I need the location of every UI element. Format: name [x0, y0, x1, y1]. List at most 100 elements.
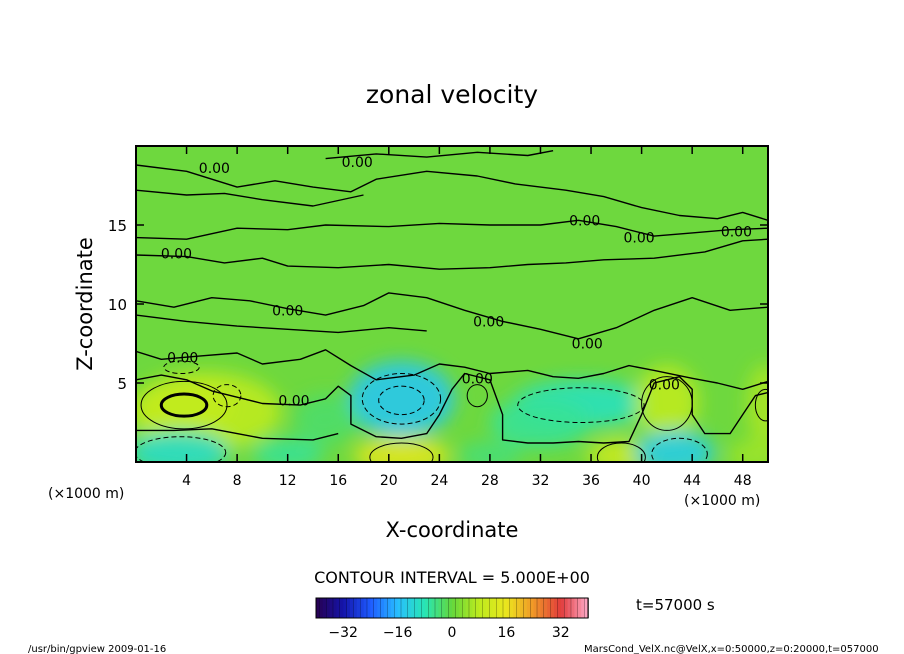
- colorbar-cell: [350, 598, 354, 618]
- positive-contour-line: [466, 384, 488, 408]
- plot-area: 0.00 0.00 0.00 0.00 0.00 0.00 0.00 0.00 0.00 0.00…: [135, 145, 769, 463]
- contour-label: 0.00: [278, 393, 309, 409]
- colorbar-cell: [479, 598, 484, 618]
- negative-contour-line: [651, 437, 708, 462]
- colorbar-tick-label: 16: [497, 625, 515, 641]
- colorbar-cell: [445, 598, 450, 618]
- colorbar-cell: [384, 598, 388, 618]
- y-axis-label: Z-coordinate: [73, 237, 97, 371]
- colorbar-cell: [407, 597, 412, 619]
- contour-label: 0.00: [572, 337, 603, 353]
- zero-contour-line: [136, 164, 768, 221]
- contour-label: 0.00: [462, 371, 493, 387]
- y-axis-ticks: 5 10 15: [108, 217, 768, 393]
- colorbar-cell: [574, 598, 579, 618]
- contour-label: 0.00: [342, 155, 373, 171]
- colorbar-frame: [315, 597, 589, 619]
- contour-label: 0.00: [649, 378, 680, 394]
- colorbar-cell: [370, 598, 375, 618]
- y-tick-label: 10: [108, 296, 127, 314]
- negative-contour-line: [136, 436, 227, 462]
- field-blob: [489, 397, 592, 448]
- x-tick-label: 28: [481, 473, 499, 489]
- x-tick-label: 16: [329, 473, 347, 489]
- footer-right-text: MarsCond_VelX.nc@VelX,x=0:50000,z=0:2000…: [584, 644, 879, 654]
- colorbar-cell: [520, 598, 524, 618]
- positive-contour-line: [754, 388, 768, 422]
- x-tick-label: 48: [734, 473, 752, 489]
- zero-contour-line: [136, 189, 364, 207]
- x-tick-label: 40: [633, 473, 651, 489]
- footer-left-text: /usr/bin/gpview 2009-01-16: [28, 644, 166, 654]
- colorbar-cell: [452, 598, 456, 618]
- colorbar-cell: [356, 598, 361, 618]
- colorbar-cell: [486, 598, 490, 618]
- x-tick-label: 24: [430, 473, 448, 489]
- colorbar-cell: [418, 598, 422, 618]
- colorbar-cell: [336, 598, 341, 618]
- colorbar-cell: [438, 598, 443, 618]
- x-tick-label: 4: [182, 473, 191, 489]
- colorbar-cell: [540, 598, 545, 618]
- field-blob: [635, 365, 699, 439]
- colorbar-cell: [363, 598, 368, 618]
- field-blob: [252, 438, 324, 462]
- positive-contour-line: [159, 392, 209, 418]
- contour-label: 0.00: [569, 213, 600, 229]
- field-blob: [634, 430, 715, 462]
- colorbar-cell: [581, 598, 586, 618]
- field-blob: [458, 441, 522, 462]
- colorbar-cell: [390, 598, 395, 618]
- colorbar-tick-label: 32: [552, 625, 570, 641]
- contour-label: 0.00: [272, 303, 303, 319]
- colorbar: −32 −16 0 16 32: [315, 597, 589, 641]
- contour-label: 0.00: [161, 246, 192, 262]
- zero-contour-line: [136, 314, 427, 334]
- colorbar-cell: [404, 598, 409, 618]
- colorbar-cells: [316, 597, 589, 619]
- time-label: t=57000 s: [636, 596, 715, 614]
- positive-contour-line: [140, 380, 228, 430]
- colorbar-cell: [411, 598, 416, 618]
- colorbar-cell: [513, 598, 518, 618]
- positive-contour-line: [641, 376, 693, 431]
- field-blob: [746, 364, 768, 447]
- y-tick-label: 15: [108, 217, 127, 235]
- colorbar-tick-label: −16: [383, 625, 413, 641]
- positive-contour-line: [369, 442, 434, 462]
- colorbar-cell: [431, 598, 436, 618]
- contour-label: 0.00: [199, 161, 230, 177]
- zero-contour-line: [325, 150, 554, 160]
- x-tick-label: 36: [582, 473, 600, 489]
- colorbar-cell: [465, 598, 470, 618]
- zero-contour-line: [136, 428, 339, 441]
- positive-contour-line: [596, 442, 646, 462]
- colorbar-cell: [329, 598, 334, 618]
- colorbar-cell: [343, 598, 348, 618]
- chart-title: zonal velocity: [366, 80, 538, 109]
- negative-contour-line: [163, 360, 200, 375]
- colorbar-tick-label: 0: [448, 625, 457, 641]
- zero-contour-line: [136, 219, 768, 240]
- contour-label: 0.00: [167, 351, 198, 367]
- colorbar-cell: [492, 598, 497, 618]
- x-tick-label: 12: [279, 473, 297, 489]
- zero-contour-line: [136, 292, 768, 340]
- x-axis-label: X-coordinate: [386, 518, 519, 542]
- colorbar-tick-label: −32: [328, 625, 358, 641]
- field-blob: [727, 439, 768, 462]
- colorbar-cell: [322, 598, 327, 618]
- x-axis-ticks: 4 8 12 16 20 24 28 32 36 40 44 48: [182, 146, 752, 489]
- contour-labels: 0.00 0.00 0.00 0.00 0.00 0.00 0.00 0.00 0.00 0.00…: [161, 155, 752, 410]
- colorbar-cell: [475, 597, 480, 619]
- colorbar-cell: [533, 598, 538, 618]
- colorbar-cell: [506, 598, 511, 618]
- x-unit-label-right: (×1000 m): [684, 493, 760, 509]
- x-tick-label: 8: [233, 473, 242, 489]
- colorbar-cell: [424, 598, 429, 618]
- colorbar-cell: [458, 598, 463, 618]
- colorbar-cell: [339, 597, 344, 619]
- contour-interval-text: CONTOUR INTERVAL = 5.000E+00: [314, 568, 590, 587]
- x-tick-label: 44: [683, 473, 701, 489]
